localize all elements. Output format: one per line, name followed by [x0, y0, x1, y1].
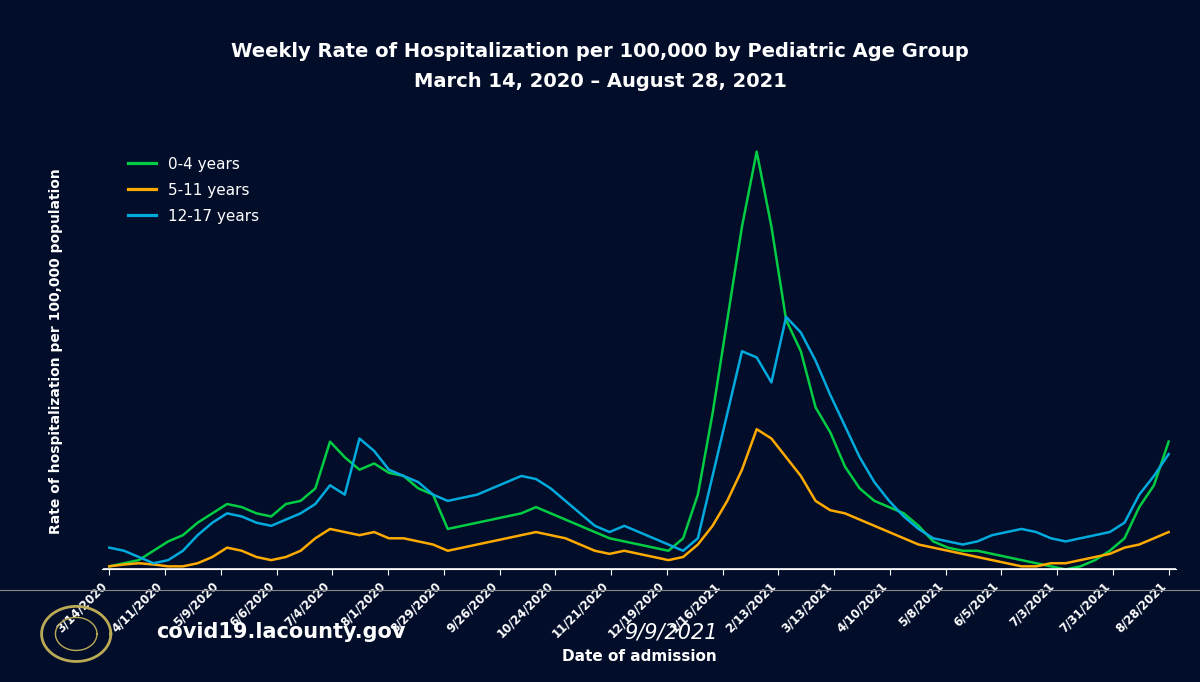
- Text: March 14, 2020 – August 28, 2021: March 14, 2020 – August 28, 2021: [414, 72, 786, 91]
- Legend: 0-4 years, 5-11 years, 12-17 years: 0-4 years, 5-11 years, 12-17 years: [120, 149, 266, 231]
- X-axis label: Date of admission: Date of admission: [562, 649, 716, 664]
- Text: 9/9/2021: 9/9/2021: [624, 622, 718, 642]
- Y-axis label: Rate of hospitalization per 100,000 population: Rate of hospitalization per 100,000 popu…: [49, 168, 64, 534]
- Text: covid19.lacounty.gov: covid19.lacounty.gov: [156, 622, 406, 642]
- Text: Weekly Rate of Hospitalization per 100,000 by Pediatric Age Group: Weekly Rate of Hospitalization per 100,0…: [232, 42, 968, 61]
